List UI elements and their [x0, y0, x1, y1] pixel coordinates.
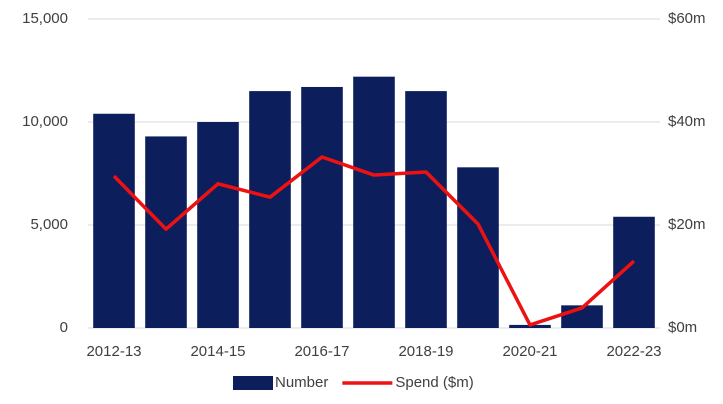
- y-tick-label: 10,000: [22, 113, 68, 130]
- x-tick-label: 2014-15: [190, 343, 245, 360]
- y2-tick-label: $40m: [668, 113, 706, 130]
- y-tick-label: 0: [60, 319, 68, 336]
- bar: [249, 91, 291, 328]
- legend-label: Spend ($m): [395, 374, 473, 391]
- x-tick-label: 2016-17: [294, 343, 349, 360]
- bar: [301, 86, 343, 328]
- bar: [353, 76, 395, 329]
- legend-label: Number: [275, 374, 328, 391]
- line: [112, 155, 636, 327]
- y-tick-label: 5,000: [30, 216, 68, 233]
- bar: [457, 167, 499, 328]
- bar: [405, 91, 447, 328]
- bar: [197, 122, 239, 328]
- y2-tick-label: $20m: [668, 216, 706, 233]
- x-tick-label: 2020-21: [502, 343, 557, 360]
- x-tick-label: 2018-19: [398, 343, 453, 360]
- y2-tick-label: $0m: [668, 319, 697, 336]
- x-tick-label: 2022-23: [606, 343, 661, 360]
- bar: [93, 113, 135, 328]
- x-tick-label: 2012-13: [86, 343, 141, 360]
- legend-swatch: [233, 376, 273, 390]
- bar: [145, 136, 187, 328]
- y-tick-label: 15,000: [22, 10, 68, 27]
- y2-tick-label: $60m: [668, 10, 706, 27]
